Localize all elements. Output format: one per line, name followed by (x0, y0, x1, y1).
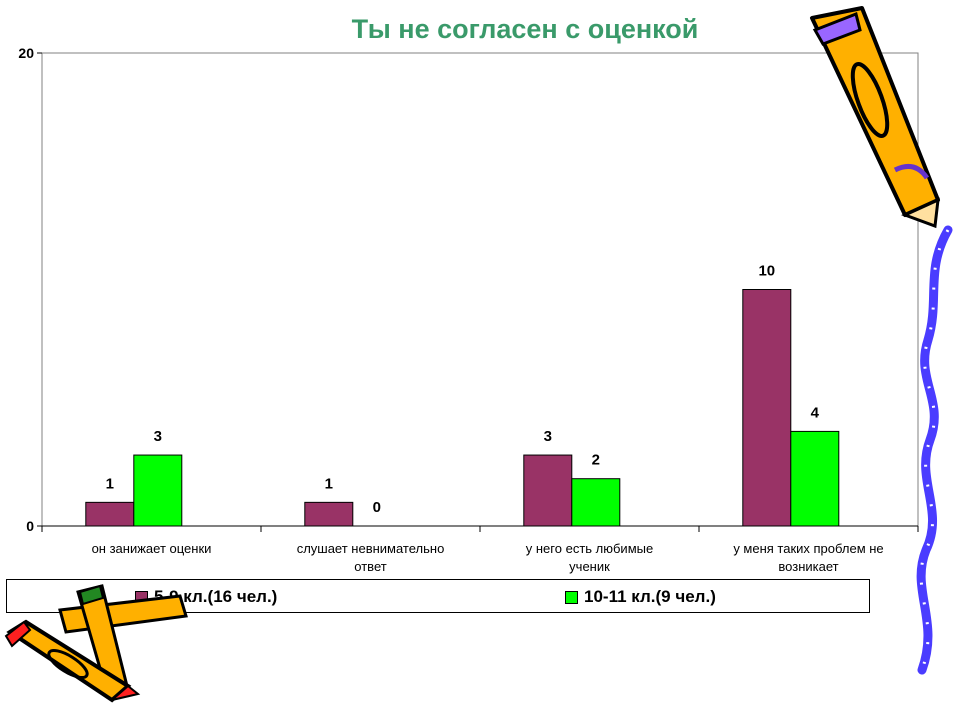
bar-series-2 (790, 430, 840, 527)
y-tick-label: 0 (26, 518, 34, 534)
data-label-series-2: 4 (811, 404, 820, 421)
data-label-series-2: 3 (154, 428, 162, 445)
data-label-series-2: 2 (592, 452, 600, 469)
legend-label-series-1: 5-9 кл.(16 чел.) (154, 587, 278, 606)
bar-series-1 (523, 454, 573, 527)
x-tick-label: слушает невнимательно ответ (297, 541, 445, 574)
legend-swatch-series-1 (135, 590, 148, 604)
bar-series-1 (742, 289, 792, 527)
data-label-series-1: 10 (758, 263, 775, 280)
data-label-series-2: 0 (373, 499, 381, 516)
legend: 5-9 кл.(16 чел.) 10-11 кл.(9 чел.) (6, 579, 870, 613)
legend-item-series-2: 10-11 кл.(9 чел.) (565, 587, 716, 607)
bars (85, 289, 840, 527)
y-tick-label: 20 (18, 45, 34, 61)
chart-title: Ты не согласен с оценкой (351, 14, 699, 44)
bar-series-1 (85, 501, 135, 527)
legend-label-series-2: 10-11 кл.(9 чел.) (584, 587, 716, 606)
bar-series-2 (133, 454, 183, 527)
data-label-series-1: 3 (544, 428, 552, 445)
data-label-series-1: 1 (106, 475, 114, 492)
legend-item-series-1: 5-9 кл.(16 чел.) (135, 587, 277, 607)
bar-series-2 (571, 478, 621, 527)
x-tick-label: у меня таких проблем не возникает (733, 541, 883, 574)
data-label-series-1: 1 (325, 475, 333, 492)
x-tick-label: у него есть любимые ученик (526, 541, 653, 574)
legend-swatch-series-2 (565, 590, 578, 604)
x-tick-label: он занижает оценки (92, 541, 212, 556)
bar-series-1 (304, 501, 354, 527)
